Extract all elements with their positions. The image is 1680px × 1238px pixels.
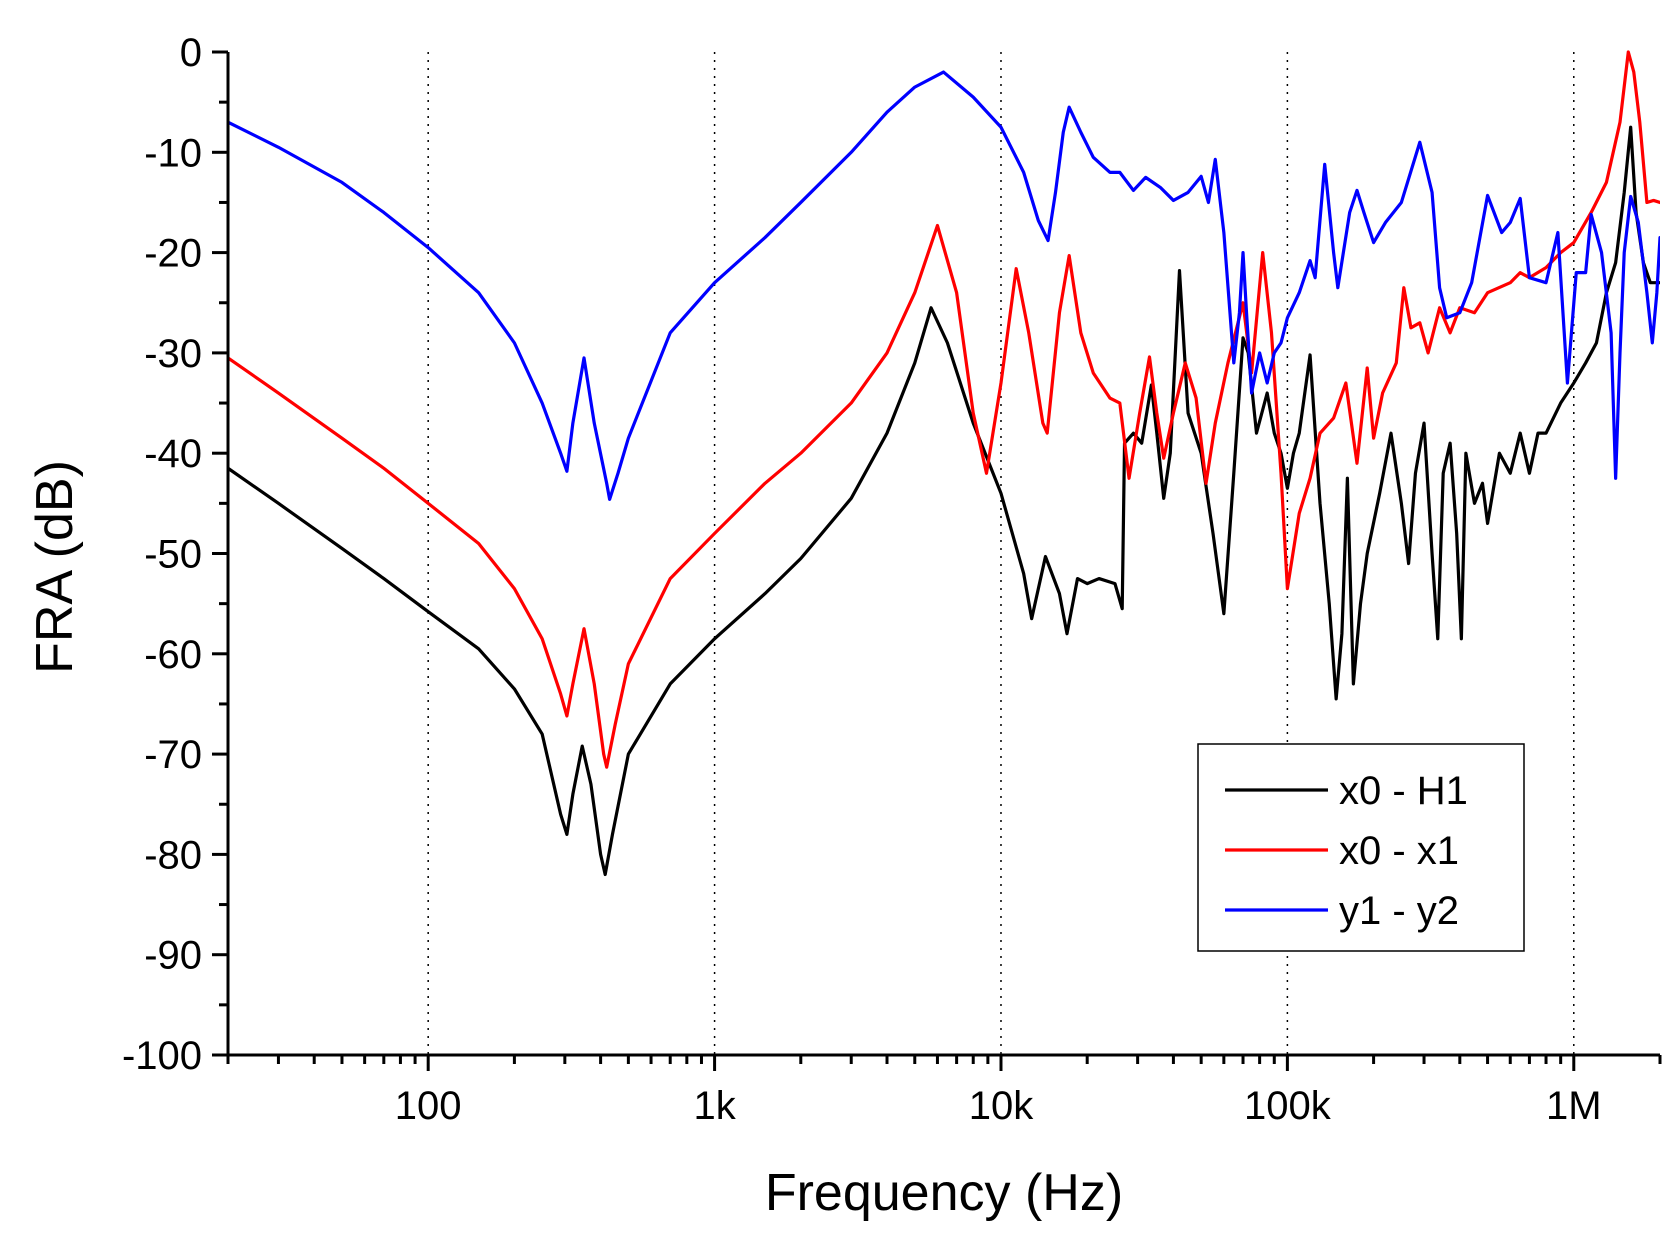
y-tick-label: -20: [144, 232, 202, 276]
y-tick-label: -100: [122, 1034, 202, 1078]
legend-label-x0-h1: x0 - H1: [1339, 769, 1468, 813]
x-tick-label: 10k: [969, 1084, 1034, 1128]
x-tick-label: 1k: [693, 1084, 736, 1128]
y-tick-label: -70: [144, 733, 202, 777]
y-tick-label: -30: [144, 332, 202, 376]
y-tick-label: -60: [144, 633, 202, 677]
series-line-x0-x1: [228, 50, 1660, 769]
y-tick-label: -50: [144, 533, 202, 577]
y-axis-title: FRA (dB): [26, 460, 84, 674]
y-tick-label: -80: [144, 833, 202, 877]
x-tick-label: 100k: [1244, 1084, 1332, 1128]
series-line-x0-h1: [228, 125, 1660, 877]
y-tick-label: 0: [180, 31, 202, 75]
y-tick-label: -10: [144, 131, 202, 175]
y-tick-label: -90: [144, 934, 202, 978]
x-tick-label: 100: [395, 1084, 462, 1128]
x-tick-label: 1M: [1546, 1084, 1602, 1128]
legend-label-x0-x1: x0 - x1: [1339, 829, 1459, 873]
legend-label-y1-y2: y1 - y2: [1339, 889, 1459, 933]
legend-box: [1197, 743, 1525, 952]
series-lines: [228, 50, 1660, 877]
series-line-y1-y2: [228, 70, 1660, 501]
ticks: 100 1k 10k 100k 1M 0 -10 -20 -30 -40 -50 -60 -70 -80 -…: [122, 31, 1662, 1128]
legend: x0 - H1 x0 - x1 y1 - y2: [1197, 743, 1525, 952]
x-axis-title: Frequency (Hz): [765, 1164, 1123, 1222]
y-tick-label: -40: [144, 432, 202, 476]
